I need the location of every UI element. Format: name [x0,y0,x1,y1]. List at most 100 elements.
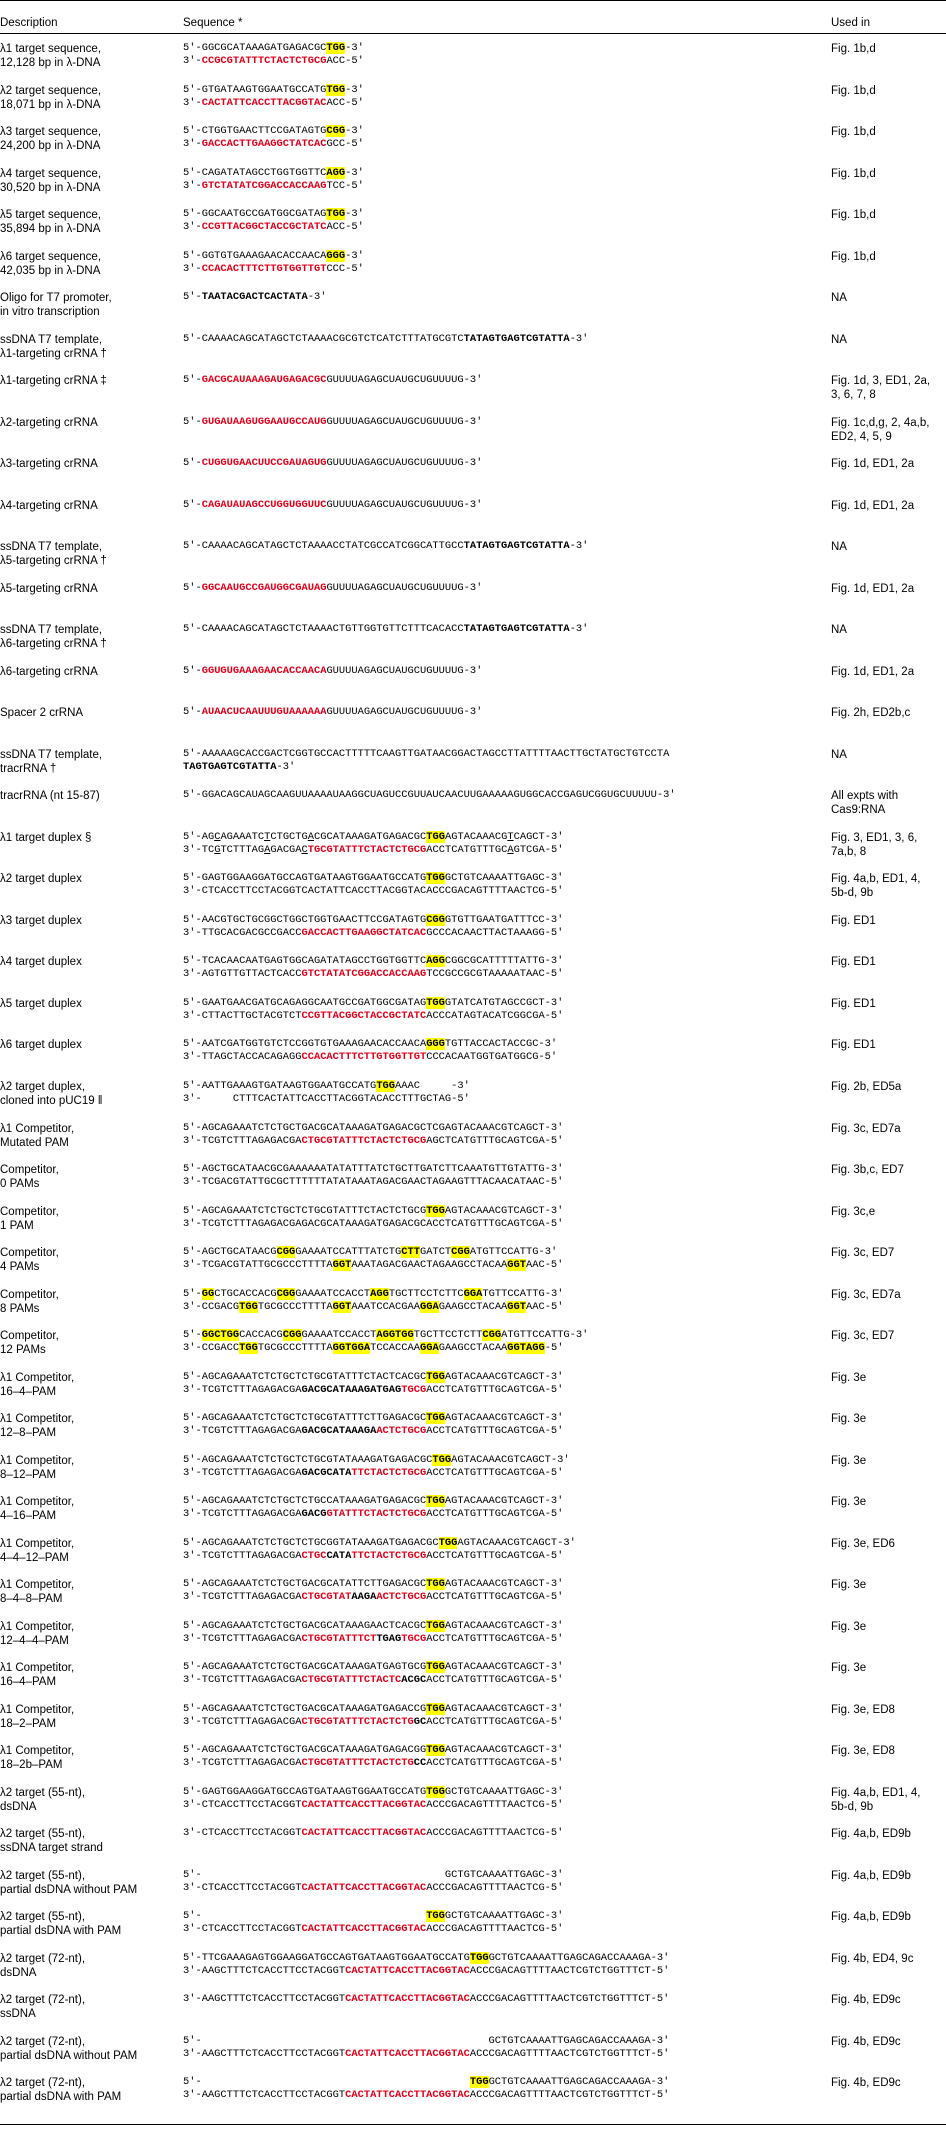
sequence-segment: AAC-5' [526,1300,564,1313]
sequence-segment: 5'-AGCTGCATAACG [183,1246,277,1259]
header-sequence: Sequence * [183,17,243,29]
row-used-in: Fig. 1b,d [831,126,876,139]
row-used-in: Fig. 1d, ED1, 2a [831,499,915,512]
row-description: λ4 target duplex [0,956,82,969]
row-used-in: Fig. 4b, ED4, 9c [831,1952,914,1965]
sequence-segment: 3'-TTGCACGACGCCGACC [183,926,302,939]
sequence-line: 5'-CAGAUAUAGCCUGGUGGUUCGUUUUAGAGCUAUGCUG… [183,499,823,512]
row-sequence: 5'-AGCAGAAATCTCTGCTGACGCATAAAGATGAGACGCT… [183,1122,823,1148]
sequence-segment: 3'-TCGACGTATTGCGCTTTTTTATATAAATAGACGAACT… [183,1176,564,1189]
sequence-line: 3'-TTGCACGACGCCGACCGACCACTTGAAGGCTATCACG… [183,927,823,940]
row-used-in: Fig. 2b, ED5a [831,1081,902,1093]
sequence-line: 3'-CCACACTTTCTTGTGGTTGTCCC-5' [183,263,823,276]
row-used-in: Fig. 3b,c, ED7 [831,1164,904,1177]
sequence-segment: C [301,843,308,856]
sequence-segment: 5'-AGCAGAAATCTCTGCTGACGCATAAAGATGAGTGCG [183,1661,427,1674]
target-segment: AUAACUCAAUUUGUAAAAAA [201,706,327,719]
sequence-segment: A [264,843,271,856]
sequence-segment: ACCTCATGTTTGCAGTCGA-5' [426,1632,564,1645]
sequence-segment: GAAAATCCATTTATCTG [295,1246,402,1259]
sequence-segment: AAGA [351,1591,377,1604]
sequence-segment: GAAGCCTACAA [438,1300,508,1313]
row-used-in: Fig. ED1 [831,914,876,927]
sequence-segment: 3'- [183,221,202,234]
pam-highlight: GGT [507,1300,527,1313]
pam-highlight: TGG [426,996,445,1009]
row-description: λ2 target (72-nt), ssDNA [0,1994,86,2021]
row-sequence: 5'-AGCAGAAATCTCTGCTGACGCATATTCTTGAGACGCT… [183,1578,823,1604]
row-description: λ6 target duplex [0,1039,82,1052]
row-description: λ2 target sequence, 18,071 bp in λ-DNA [0,84,102,111]
sequence-segment: 5'-AGCAGAAATCTCTGCTCTGCGTATTTCTACTCTGCG [183,1204,427,1217]
sequence-segment: GUUUUAGAGCUAUGCUGUUUUG-3' [326,498,483,511]
sequence-segment: 3'-TCGTCTTTAGAGACGA [183,1632,302,1645]
sequence-segment: TGCGCCCTTTTA [257,1300,333,1313]
sequence-segment: TAGTGAGTCGTATTA [183,760,277,773]
sequence-segment: 5'-CAAAACAGCATAGCTCTAAAACGCGTCTCATCTTTAT… [183,332,464,345]
sequence-segment: 5'-CAAAACAGCATAGCTCTAAAACTGTTGGTGTTCTTTC… [183,623,464,636]
sequence-segment: 3'- [183,55,202,67]
sequence-segment: -3' [276,760,296,773]
sequence-segment: ACCCGACAGTTTTAACTCG-5' [426,1881,564,1894]
sequence-line: 5'-AGCAGAAATCTCTGCTCTGCCATAAAGATGAGACGCT… [183,1495,823,1508]
sequence-line: 5'-CTGGTGAACTTCCGATAGTGCGG-3' [183,125,823,138]
row-used-in: Fig. 3e [831,1662,867,1675]
sequence-line: 5'-AATTGAAAGTGATAAGTGGAATGCCATGTGGAAAC -… [183,1080,823,1093]
sequence-segment: 3'-CTCACCTTCCTACGGT [183,1881,302,1894]
sequence-segment: 5'-TCACAACAATGAGTGGCAGATATAGCCTGGTGGTTC [183,955,427,968]
sequence-segment: AGTACAAACGTCAGCT-3' [444,1412,564,1425]
sequence-segment: 5'-AGCAGAAATCTCTGCTCTGCGGTATAAAGATGAGACG… [183,1536,439,1549]
sequence-line: 5'-GAATGAACGATGCAGAGGCAATGCCGATGGCGATAGT… [183,996,823,1010]
sequence-line: 5'-AGCAGAAATCTCTGCTGACGCATAAAGATGAGACGCT… [183,830,823,844]
row-description: Oligo for T7 promoter, in vitro transcri… [0,292,112,319]
target-segment: CCACACTTTCTTGTGGTTGT [201,262,327,275]
target-segment: CACTATTCACCTTACGGTAC [201,96,327,109]
row-used-in: Fig. 3e [831,1620,867,1633]
sequence-segment: CCC-5' [326,262,364,275]
row-sequence: 5'-AAAAAGCACCGACTCGGTGCCACTTTTTCAAGTTGAT… [183,748,823,774]
pam-highlight: TGG [426,1495,445,1508]
sequence-line: 3'-GACCACTTGAAGGCTATCACGCC-5' [183,138,823,151]
target-segment: GACCACTTGAAGGCTATCAC [301,926,427,939]
sequence-segment: 5'- [183,498,202,511]
sequence-segment: -3' [569,332,589,345]
sequence-line: 3'-TCGACGTATTGCGCCCTTTTAGGTAAATAGACGAACT… [183,1259,823,1272]
pam-highlight: TGG [426,1910,445,1923]
row-description: λ2 target (55-nt), ssDNA target strand [0,1828,103,1855]
target-segment: GTCTATATCGGACCACCAAG [301,968,427,981]
row-description: λ5 target sequence, 35,894 bp in λ-DNA [0,209,102,236]
target-segment: GACCACTTGAAGGCTATCAC [201,138,327,151]
sequence-line: 5'-AGCAGAAATCTCTGCTGACGCATAAAGATGAGACGCT… [183,1122,823,1135]
target-segment: ACTCTGCG [376,1425,427,1438]
target-segment: CACTATTCACCTTACGGTAC [345,1964,470,1977]
sequence-line: 3'-CTCACCTTCCTACGGTCACTATTCACCTTACGGTACA… [183,885,823,898]
sequence-segment: AAC-5' [525,1259,564,1272]
sequence-segment: 3'-TCGTCTTTAGAGACGAGACGCATAAAGATGAGACGCA… [183,1217,564,1230]
sequence-segment: 5'- [183,1910,427,1923]
target-segment: CTGCGTATTTCTACTCTG [301,1757,414,1770]
target-segment: ACTCTGCG [376,1591,427,1604]
sequence-segment: TATAGTGAGTCGTATTA [463,540,570,553]
sequence-segment: ATGTTCCATTG-3' [469,1246,558,1259]
sequence-segment: 3'-CTCACCTTCCTACGGT [183,1827,302,1840]
pam-highlight: GGA [419,1300,439,1313]
row-sequence: 5'-AGCAGAAATCTCTGCTGACGCATAAAGATGAGACGCT… [183,830,823,857]
sequence-segment: 5'-CTGGTGAACTTCCGATAGTG [183,125,327,138]
sequence-segment: AGTACAAACGTCAGCT-3' [444,1744,564,1757]
row-description: λ3 target sequence, 24,200 bp in λ-DNA [0,126,102,153]
target-segment: CACTATTCACCTTACGGTAC [301,1798,427,1811]
target-segment: TGCGTATTTCTACTCTGCG [307,843,427,856]
sequence-line: 5'-AGCAGAAATCTCTGCTCTGCGTATTTCTACTCTGCGT… [183,1204,823,1218]
sequence-segment: 5'- [183,581,202,594]
sequence-segment: 5'- [183,291,202,304]
row-used-in: Fig. 4a,b, ED9b [831,1828,911,1841]
sequence-line: 3'-TCGACGTATTGCGCTTTTTTATATAAATAGACGAACT… [183,1176,823,1189]
pam-highlight: TGG [426,1619,445,1632]
sequence-segment: TATAGTGAGTCGTATTA [463,332,570,345]
sequence-segment: ACCCGACAGTTTTAACTCGTCTGGTTTCT-5' [469,2047,670,2060]
sequence-segment: GACGCATA [301,1466,352,1479]
row-used-in: NA [831,292,847,305]
sequence-line: 3'-CCGTTACGGCTACCGCTATCACC-5' [183,221,823,234]
sequence-segment: AGTACAAACG [444,830,508,843]
sequence-line: 5'-AAAAAGCACCGACTCGGTGCCACTTTTTCAAGTTGAT… [183,748,823,761]
